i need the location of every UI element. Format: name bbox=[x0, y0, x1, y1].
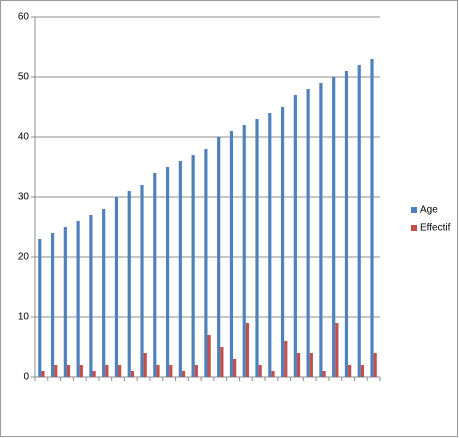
bar bbox=[140, 185, 144, 377]
bar bbox=[357, 65, 361, 377]
bar bbox=[89, 215, 93, 377]
y-tick-label: 40 bbox=[18, 132, 30, 143]
bar bbox=[181, 371, 186, 377]
bar bbox=[76, 221, 80, 377]
bar bbox=[280, 107, 285, 377]
bar bbox=[54, 365, 58, 377]
bar bbox=[169, 365, 173, 377]
bar bbox=[306, 89, 310, 377]
bar bbox=[207, 335, 211, 377]
bar bbox=[130, 371, 135, 377]
bar bbox=[50, 233, 55, 377]
bar bbox=[258, 365, 262, 377]
bar bbox=[165, 167, 170, 377]
bar bbox=[322, 371, 326, 377]
bar bbox=[268, 113, 272, 377]
bar bbox=[332, 77, 336, 377]
bar bbox=[118, 365, 122, 377]
bar bbox=[105, 365, 109, 377]
bar bbox=[66, 365, 71, 377]
bar bbox=[191, 155, 195, 377]
bar bbox=[127, 191, 131, 377]
bar bbox=[102, 209, 106, 377]
bar bbox=[38, 239, 42, 377]
bar bbox=[220, 347, 224, 377]
bar bbox=[79, 365, 83, 377]
bar bbox=[360, 365, 365, 377]
bar bbox=[153, 173, 157, 377]
bar bbox=[271, 371, 275, 377]
legend-swatch bbox=[411, 207, 417, 213]
bar bbox=[309, 353, 313, 377]
bar bbox=[370, 59, 374, 377]
bar bbox=[143, 353, 147, 377]
bar bbox=[92, 371, 96, 377]
bar bbox=[284, 341, 288, 377]
bar bbox=[255, 119, 259, 377]
bar bbox=[63, 227, 67, 377]
bar bbox=[217, 137, 221, 377]
y-tick-label: 30 bbox=[18, 192, 30, 203]
bar bbox=[242, 125, 246, 377]
bar bbox=[335, 323, 339, 377]
bar bbox=[245, 323, 250, 377]
bar bbox=[344, 71, 349, 377]
bar bbox=[114, 197, 119, 377]
bar bbox=[229, 131, 234, 377]
legend-label: Effectif bbox=[420, 223, 451, 234]
bar bbox=[233, 359, 237, 377]
bar bbox=[293, 95, 297, 377]
y-tick-label: 20 bbox=[18, 252, 30, 263]
bar bbox=[296, 353, 301, 377]
bar bbox=[204, 149, 208, 377]
bar bbox=[178, 161, 182, 377]
bar bbox=[348, 365, 352, 377]
bar bbox=[41, 371, 45, 377]
legend-label: Age bbox=[420, 205, 438, 216]
bar bbox=[194, 365, 198, 377]
legend-swatch bbox=[411, 225, 417, 231]
y-tick-label: 60 bbox=[18, 12, 30, 23]
y-tick-label: 0 bbox=[23, 372, 29, 383]
y-tick-label: 10 bbox=[18, 312, 30, 323]
bar bbox=[319, 83, 323, 377]
y-tick-label: 50 bbox=[18, 72, 30, 83]
bar bbox=[156, 365, 160, 377]
bar bbox=[373, 353, 377, 377]
